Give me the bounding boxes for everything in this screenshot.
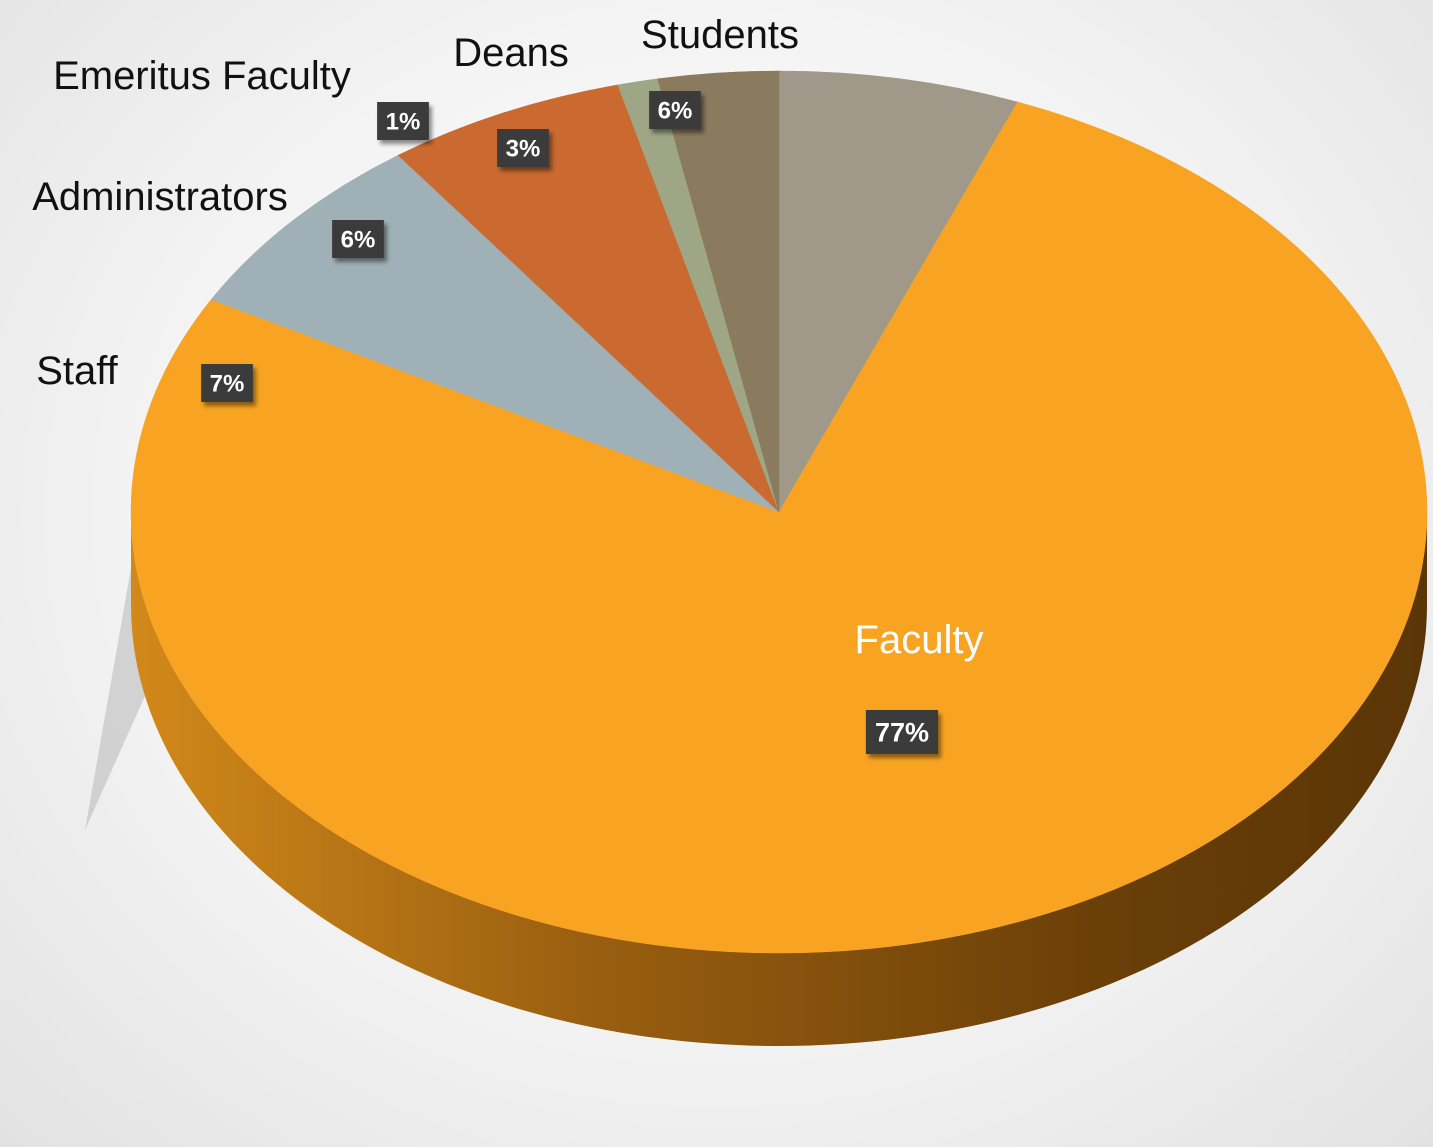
pie-slice-students: [778, 70, 1018, 513]
percent-label-deans: 3%: [506, 136, 541, 163]
pie-side: [131, 512, 1427, 1046]
percent-label-faculty: 77%: [875, 718, 929, 748]
category-label-deans: Deans: [453, 31, 569, 75]
category-label-administrators: Administrators: [32, 175, 288, 219]
percent-badge-emeritus-faculty: [377, 102, 429, 140]
category-label-staff: Staff: [36, 349, 118, 393]
percent-badge-students: [649, 91, 701, 129]
percent-label-students: 6%: [658, 98, 693, 125]
percent-label-staff: 7%: [210, 371, 245, 398]
percent-badge-administrators: [332, 220, 384, 258]
pie-slice-administrators: [397, 84, 780, 513]
percent-badge-deans: [497, 129, 549, 167]
pie-slice-faculty: [130, 101, 1428, 954]
pie-slices: [130, 70, 1428, 954]
category-label-students: Students: [641, 13, 799, 57]
pie-labels: Students 6% Faculty 77% Staff 7% Administrator…: [32, 13, 983, 754]
category-label-emeritus-faculty: Emeritus Faculty: [53, 54, 351, 98]
pie-side-wall: [131, 512, 1427, 1046]
percent-label-administrators: 6%: [341, 227, 376, 254]
percent-badge-faculty: [865, 710, 939, 754]
category-label-faculty: Faculty: [855, 618, 984, 662]
percent-badge-staff: [201, 364, 253, 402]
pie-slice-deans: [657, 70, 780, 513]
percent-label-emeritus-faculty: 1%: [386, 109, 421, 136]
